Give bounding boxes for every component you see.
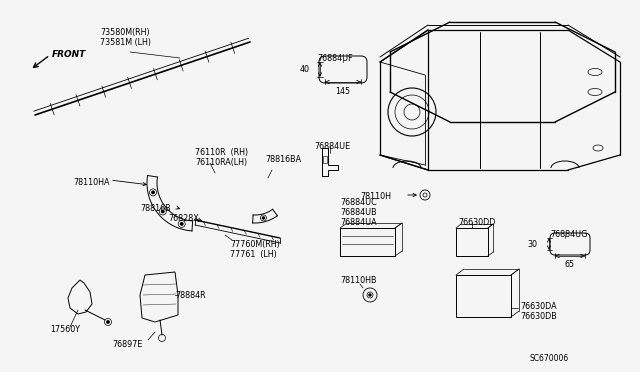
Text: 76884UA: 76884UA xyxy=(340,218,376,227)
Text: 76897E: 76897E xyxy=(113,340,143,349)
Circle shape xyxy=(161,210,164,213)
Text: 76884UE: 76884UE xyxy=(314,142,350,151)
Text: 76884UG: 76884UG xyxy=(550,230,588,239)
Text: 73581M (LH): 73581M (LH) xyxy=(100,38,151,47)
Text: 40: 40 xyxy=(300,65,310,74)
Text: 76630DB: 76630DB xyxy=(520,312,557,321)
Text: 30: 30 xyxy=(527,240,537,248)
Bar xyxy=(456,275,511,317)
Circle shape xyxy=(107,321,109,323)
Text: 76884UB: 76884UB xyxy=(340,208,376,217)
Text: 78110HA: 78110HA xyxy=(74,178,110,187)
Text: 78816BA: 78816BA xyxy=(265,155,301,164)
Text: 76828X: 76828X xyxy=(168,214,199,223)
Text: 73580M(RH): 73580M(RH) xyxy=(100,28,150,37)
Text: 78884R: 78884R xyxy=(175,291,205,299)
Text: FRONT: FRONT xyxy=(52,50,86,59)
Text: SC670006: SC670006 xyxy=(530,354,569,363)
Text: 76884UC: 76884UC xyxy=(340,198,377,207)
Text: 17560Y: 17560Y xyxy=(50,325,80,334)
Bar xyxy=(340,228,395,256)
Bar xyxy=(456,228,488,256)
Bar xyxy=(323,156,327,163)
Text: 76110RA(LH): 76110RA(LH) xyxy=(195,158,247,167)
Circle shape xyxy=(262,217,264,219)
Text: 145: 145 xyxy=(335,87,351,96)
Text: 77761  (LH): 77761 (LH) xyxy=(230,250,276,259)
Circle shape xyxy=(369,294,371,296)
Text: 76110R  (RH): 76110R (RH) xyxy=(195,148,248,157)
Text: 78110H: 78110H xyxy=(360,192,391,201)
Circle shape xyxy=(152,191,154,193)
Text: 76630DA: 76630DA xyxy=(520,302,557,311)
Text: 76630DD: 76630DD xyxy=(458,218,495,227)
Text: 78816B: 78816B xyxy=(140,204,171,213)
Text: 77760M(RH): 77760M(RH) xyxy=(230,240,280,249)
Text: 65: 65 xyxy=(565,260,575,269)
Circle shape xyxy=(180,223,183,225)
Text: 78110HB: 78110HB xyxy=(340,276,376,285)
Text: 76884UF: 76884UF xyxy=(317,54,353,63)
